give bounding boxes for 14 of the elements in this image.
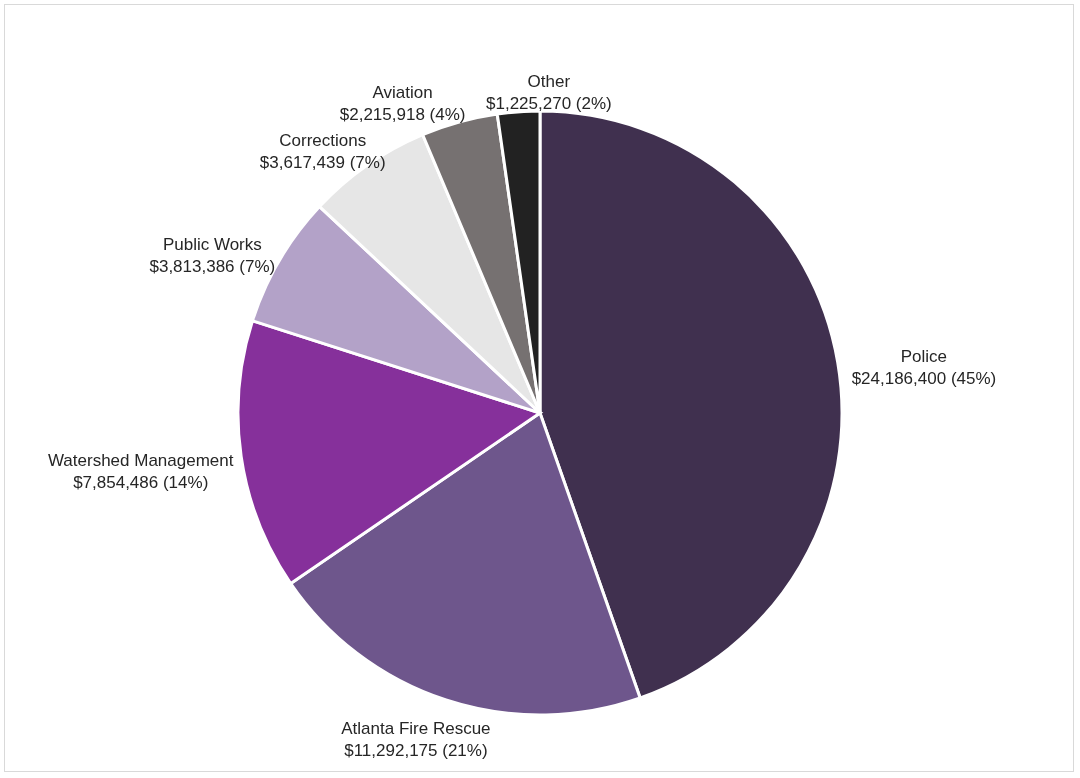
slice-label: Corrections <box>279 130 367 150</box>
data-label: $11,292,175 (21%) <box>344 740 488 760</box>
slice-label: Other <box>527 71 571 91</box>
data-label: $2,215,918 (4%) <box>339 105 466 125</box>
data-label: $1,225,270 (2%) <box>486 93 612 113</box>
slice-label: Atlanta Fire Rescue <box>341 718 491 738</box>
slice-label: Police <box>900 347 948 367</box>
slice-label: Watershed Management <box>47 450 234 470</box>
data-label: $3,813,386 (7%) <box>149 256 276 276</box>
slice-label: Aviation <box>372 83 433 103</box>
data-label: $7,854,486 (14%) <box>73 472 209 492</box>
data-label: $24,186,400 (45%) <box>851 369 997 389</box>
slice-label: Public Works <box>162 234 262 254</box>
data-label: $3,617,439 (7%) <box>259 152 386 172</box>
